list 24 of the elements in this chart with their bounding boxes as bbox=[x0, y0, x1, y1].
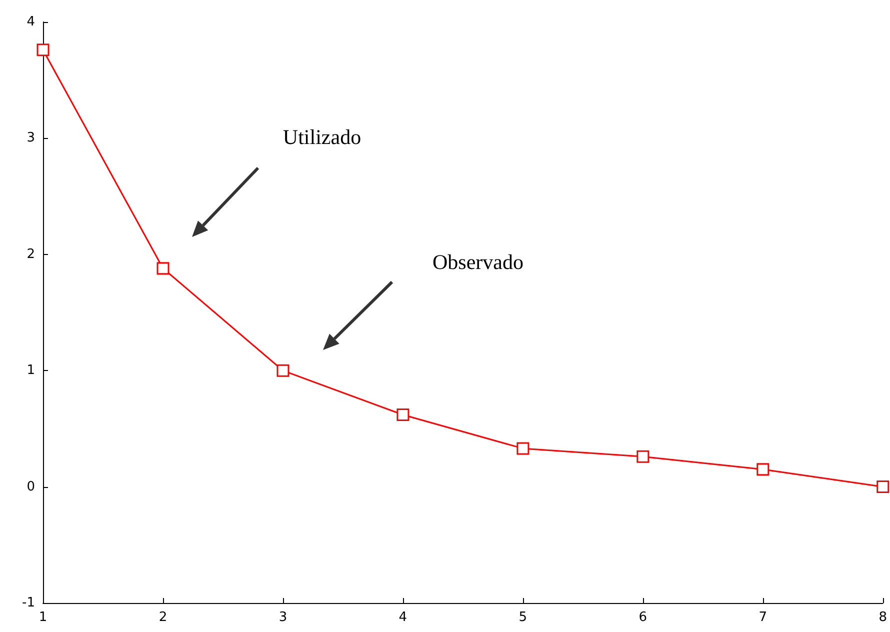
point bbox=[516, 442, 530, 455]
x-tick-label: 3 bbox=[278, 610, 288, 625]
y-tick-label: 2 bbox=[26, 246, 35, 262]
x-tick-label: 7 bbox=[758, 610, 768, 625]
point bbox=[156, 262, 170, 275]
y-tick-label: 3 bbox=[26, 130, 35, 146]
x-tick-label: 6 bbox=[638, 610, 648, 625]
point bbox=[756, 463, 770, 476]
annotation: Utilizado bbox=[282, 125, 362, 149]
y-tick-label: -1 bbox=[22, 596, 35, 610]
point bbox=[36, 44, 50, 56]
x-tick-label: 8 bbox=[878, 610, 888, 625]
y-tick-label: 1 bbox=[26, 363, 35, 378]
x-tick-label: 5 bbox=[518, 610, 528, 625]
point bbox=[636, 450, 650, 463]
y-tick-label: 0 bbox=[26, 479, 35, 494]
point bbox=[276, 364, 290, 377]
x-tick-label: 4 bbox=[398, 610, 408, 625]
point bbox=[876, 480, 890, 494]
x-tick-label: 1 bbox=[38, 610, 48, 625]
annotation: Observado bbox=[432, 250, 524, 274]
x-tick-label: 2 bbox=[158, 610, 168, 625]
point bbox=[396, 408, 410, 422]
y-tick-label: 4 bbox=[26, 14, 35, 30]
